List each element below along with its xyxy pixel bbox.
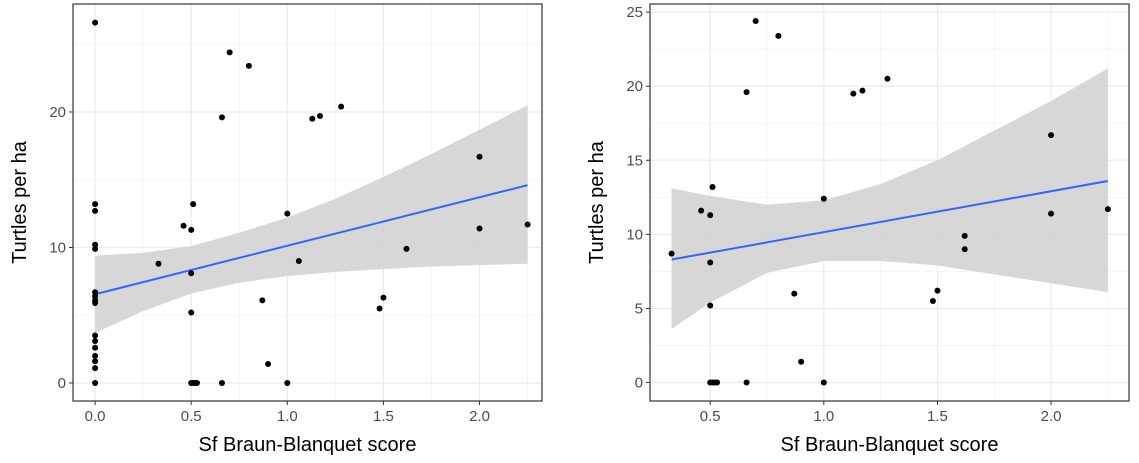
y-tick-label: 0 [58, 375, 66, 392]
confidence-band [95, 105, 528, 333]
data-point [476, 225, 483, 232]
data-point [316, 113, 323, 120]
data-point [714, 379, 721, 386]
data-point [155, 260, 162, 267]
data-point [961, 246, 968, 253]
data-point [709, 183, 716, 190]
data-point [961, 232, 968, 239]
data-point [707, 302, 714, 309]
data-point [1048, 210, 1055, 217]
data-point [92, 207, 99, 214]
x-tick-label: 1.5 [373, 408, 394, 425]
data-point [380, 294, 387, 301]
data-points [668, 18, 1111, 386]
x-tick-label: 1.5 [927, 408, 948, 425]
data-point [295, 258, 302, 265]
data-point [1104, 206, 1111, 213]
data-point [92, 332, 99, 339]
data-point [668, 250, 675, 257]
data-point [707, 212, 714, 219]
data-point [884, 75, 891, 82]
x-tick-label: 1.0 [813, 408, 834, 425]
data-point [524, 221, 531, 228]
data-point [707, 259, 714, 266]
data-point [309, 115, 316, 122]
regression-line [94, 184, 528, 296]
data-point [403, 245, 410, 252]
data-point [92, 344, 99, 351]
x-axis-title: Sf Braun-Blanquet score [199, 434, 417, 456]
data-point [850, 90, 857, 97]
x-tick-label: 0.0 [85, 408, 106, 425]
data-point [188, 226, 195, 233]
x-axis-title: Sf Braun-Blanquet score [781, 434, 999, 456]
data-point [338, 103, 345, 110]
panel-border [649, 3, 1130, 402]
regression-line [671, 180, 1109, 261]
data-point [698, 207, 705, 214]
data-point [218, 379, 225, 386]
data-point [820, 195, 827, 202]
data-point [218, 114, 225, 121]
y-axis-title: Turtles per ha [9, 140, 31, 264]
data-points [92, 19, 531, 386]
data-point [934, 287, 941, 294]
left-scatter-plot: 0.0 0.5 1.0 1.5 2.0 0 10 20 Sf Braun-Blanquet sc… [9, 3, 543, 456]
data-point [859, 87, 866, 94]
data-point [245, 62, 252, 69]
data-point [188, 309, 195, 316]
y-tick-label: 20 [626, 78, 643, 95]
data-point [92, 358, 99, 365]
y-tick-label: 20 [49, 104, 66, 121]
right-scatter-plot: 0.5 1.0 1.5 2.0 0 5 10 15 20 25 Sf Braun-Blanquet … [586, 3, 1130, 456]
data-point [791, 290, 798, 297]
data-point [476, 153, 483, 160]
data-point [265, 361, 272, 368]
data-point [775, 32, 782, 39]
data-point [92, 365, 99, 372]
data-point [92, 201, 99, 208]
data-point [226, 49, 233, 56]
y-tick-label: 0 [635, 374, 643, 391]
data-point [743, 379, 750, 386]
data-point [188, 270, 195, 277]
y-axis-title: Turtles per ha [586, 140, 608, 264]
data-point [820, 379, 827, 386]
y-tick-label: 10 [49, 239, 66, 256]
data-point [193, 379, 200, 386]
y-tick-label: 25 [626, 4, 643, 21]
x-tick-label: 1.0 [277, 408, 298, 425]
panel-border [72, 3, 543, 402]
data-point [798, 358, 805, 365]
x-tick-label: 2.0 [469, 408, 490, 425]
data-point [92, 337, 99, 344]
data-point [92, 352, 99, 359]
data-point [180, 222, 187, 229]
data-point [92, 19, 99, 26]
data-point [1048, 132, 1055, 139]
data-point [92, 300, 99, 307]
data-point [743, 89, 750, 96]
data-point [259, 297, 266, 304]
x-tick-label: 2.0 [1041, 408, 1062, 425]
x-tick-label: 0.5 [700, 408, 721, 425]
x-tick-label: 0.5 [181, 408, 202, 425]
y-tick-label: 15 [626, 152, 643, 169]
data-point [92, 245, 99, 252]
confidence-band [671, 68, 1108, 330]
y-tick-label: 5 [635, 300, 643, 317]
data-point [284, 379, 291, 386]
data-point [284, 210, 291, 217]
y-tick-label: 10 [626, 226, 643, 243]
data-point [752, 18, 759, 25]
data-point [376, 305, 383, 312]
data-point [929, 298, 936, 305]
data-point [92, 379, 99, 386]
data-point [190, 201, 197, 208]
